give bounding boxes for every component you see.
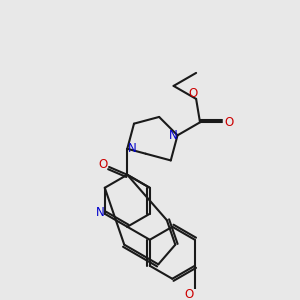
Text: O: O — [184, 288, 194, 300]
Text: O: O — [224, 116, 233, 129]
Text: O: O — [99, 158, 108, 171]
Text: N: N — [96, 206, 104, 219]
Text: O: O — [189, 87, 198, 100]
Text: N: N — [128, 142, 136, 155]
Text: N: N — [169, 129, 178, 142]
